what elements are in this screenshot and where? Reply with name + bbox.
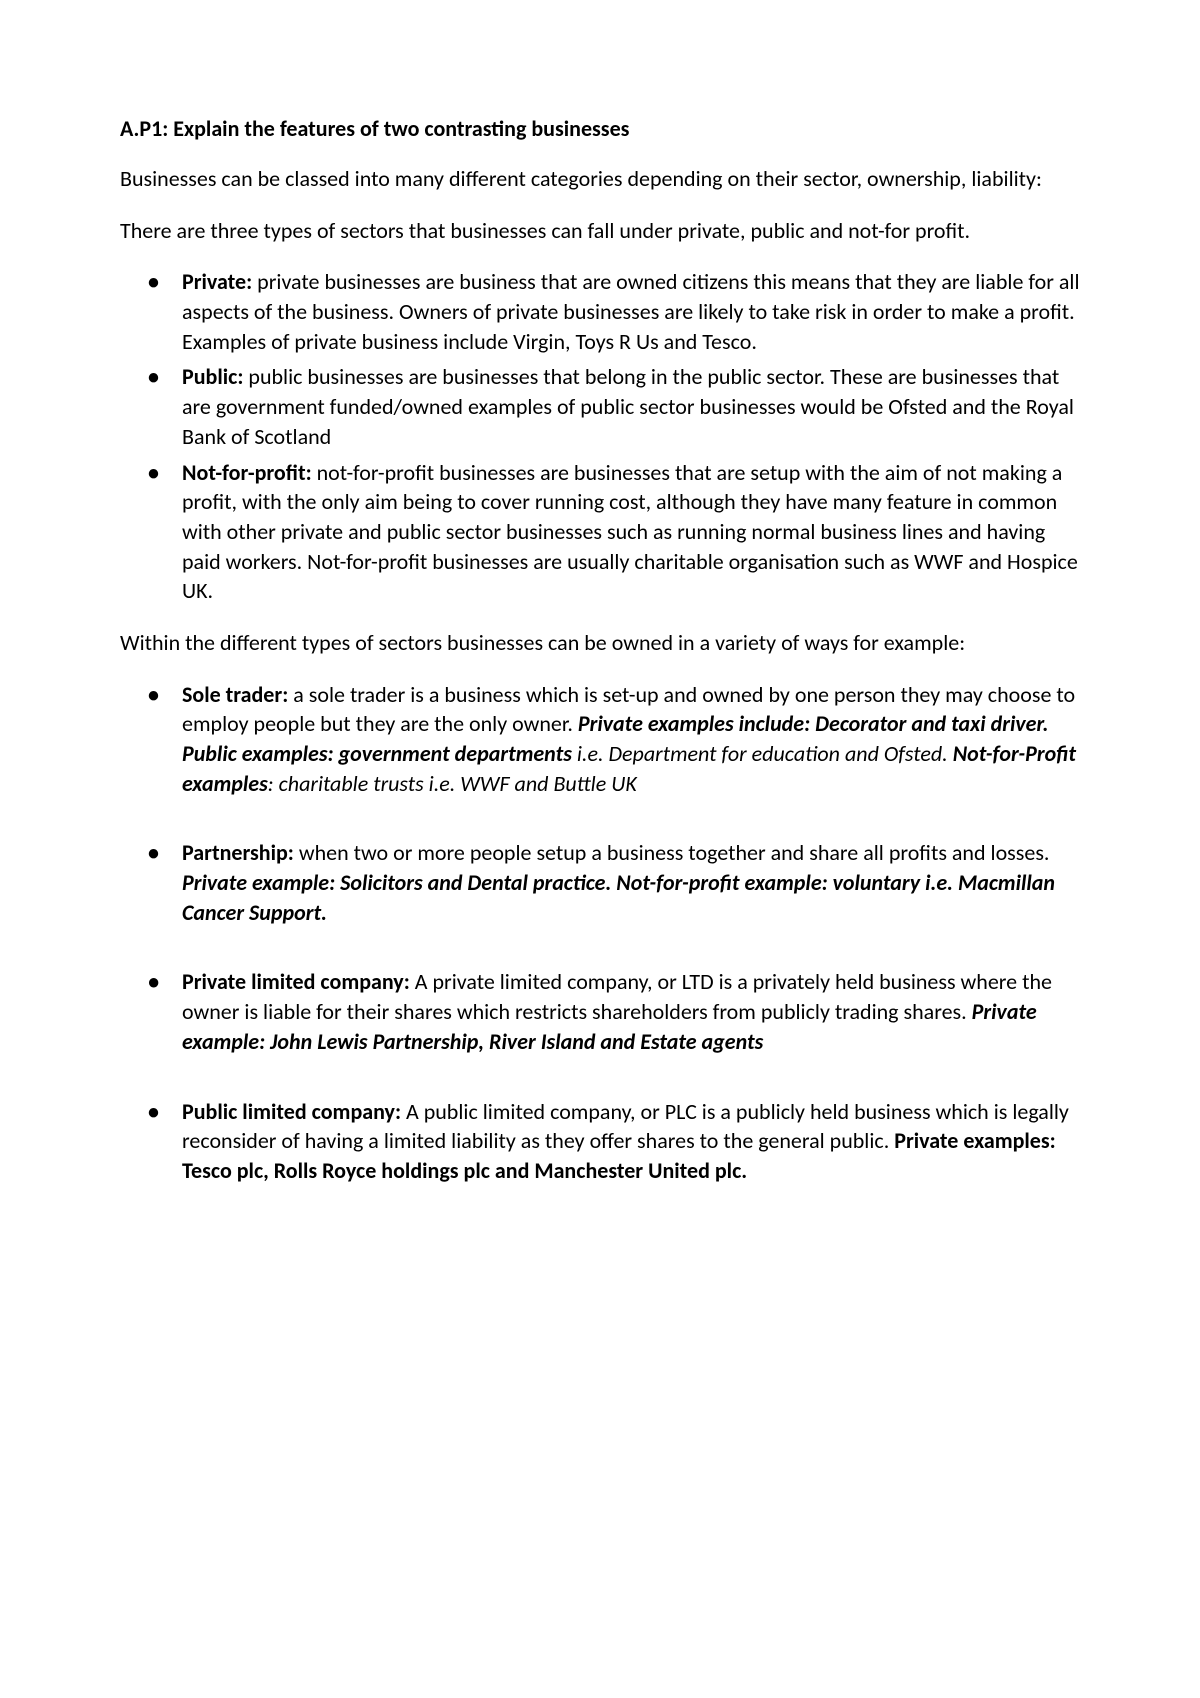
ownership-list: Sole trader: a sole trader is a business… bbox=[120, 680, 1080, 1186]
intro-paragraph-2: There are three types of sectors that bu… bbox=[120, 216, 1080, 246]
intro-paragraph-1: Businesses can be classed into many diff… bbox=[120, 164, 1080, 194]
partnership-bi1: Private example: Solicitors and Dental p… bbox=[182, 869, 1055, 926]
sector-public-label: Public: bbox=[182, 363, 243, 390]
ltd-label: Private limited company: bbox=[182, 968, 410, 995]
plc-label: Public limited company: bbox=[182, 1098, 401, 1125]
sector-private: Private: private businesses are business… bbox=[182, 267, 1080, 356]
partnership-text1: when two or more people setup a business… bbox=[294, 839, 1050, 866]
sector-nfp-label: Not-for-profit: bbox=[182, 459, 312, 486]
sector-private-label: Private: bbox=[182, 268, 252, 295]
ownership-ltd: Private limited company: A private limit… bbox=[182, 967, 1080, 1056]
sole-i2: : charitable trusts i.e. WWF and Buttle … bbox=[268, 770, 637, 797]
ownership-sole-trader: Sole trader: a sole trader is a business… bbox=[182, 680, 1080, 799]
sector-public-text: public businesses are businesses that be… bbox=[182, 363, 1074, 449]
ownership-partnership: Partnership: when two or more people set… bbox=[182, 838, 1080, 927]
sector-nfp-text: not-for-profit businesses are businesses… bbox=[182, 459, 1078, 605]
sole-label: Sole trader: bbox=[182, 681, 288, 708]
ownership-plc: Public limited company: A public limited… bbox=[182, 1097, 1080, 1186]
document-page: A.P1: Explain the features of two contra… bbox=[0, 0, 1200, 1698]
ownership-intro: Within the different types of sectors bu… bbox=[120, 628, 1080, 658]
sector-public: Public: public businesses are businesses… bbox=[182, 362, 1080, 451]
sector-list: Private: private businesses are business… bbox=[120, 267, 1080, 606]
sector-private-text: private businesses are business that are… bbox=[182, 268, 1080, 354]
partnership-label: Partnership: bbox=[182, 839, 294, 866]
sole-i1: i.e. Department for education and Ofsted… bbox=[572, 740, 953, 767]
page-title: A.P1: Explain the features of two contra… bbox=[120, 115, 1080, 142]
sector-nfp: Not-for-profit: not-for-profit businesse… bbox=[182, 458, 1080, 606]
